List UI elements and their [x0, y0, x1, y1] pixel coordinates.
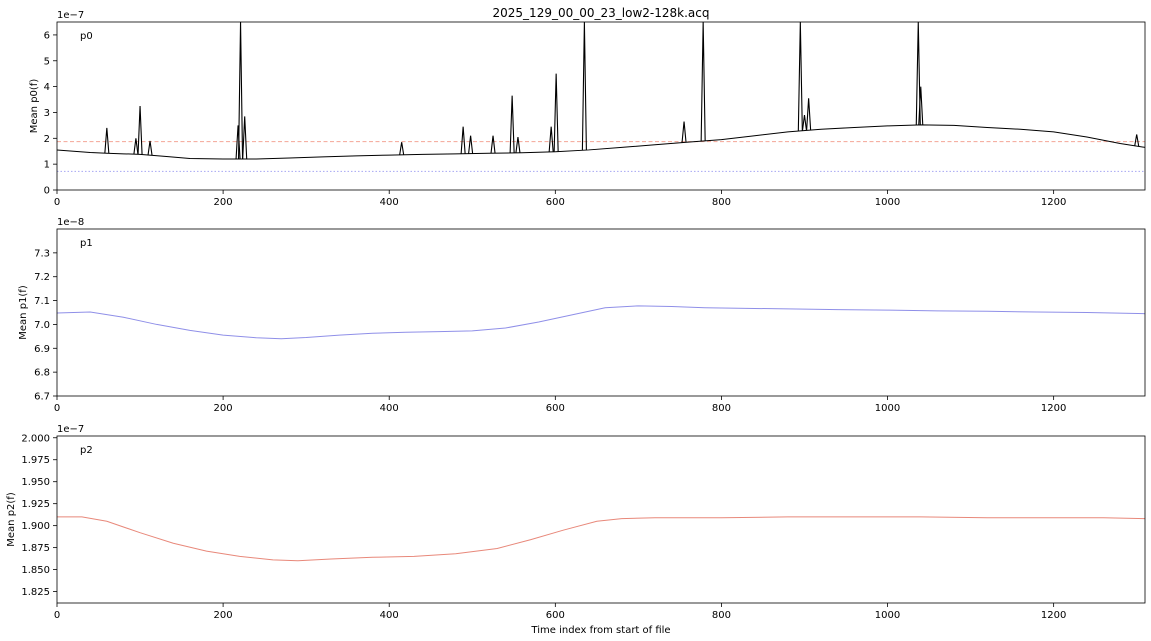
spike-point	[681, 121, 687, 143]
spike-point	[133, 138, 139, 155]
x-tick-label: 1000	[875, 197, 900, 208]
spike-point	[548, 126, 554, 152]
spike-point	[1134, 134, 1140, 147]
spike-point	[509, 95, 515, 153]
y-tick-label: 3	[44, 108, 50, 119]
chart-title: 2025_129_00_00_23_low2-128k.acq	[493, 6, 710, 20]
x-tick-label: 400	[380, 403, 399, 414]
y-tick-label: 1.975	[21, 455, 50, 466]
x-tick-label: 200	[214, 403, 233, 414]
y-axis-label: Mean p1(f)	[18, 285, 29, 340]
y-tick-label: 1.925	[21, 499, 50, 510]
y-tick-label: 5	[44, 56, 50, 67]
spike-point	[235, 125, 241, 160]
y-tick-label: 4	[44, 82, 50, 93]
spike-point	[147, 140, 153, 156]
x-tick-label: 600	[546, 403, 565, 414]
panel-1: 0 200 400 600 800 1000 1200 0 1 2 3 4 5 6 1e−7 p0 Mean p…	[29, 10, 1146, 208]
y-offset-label: 1e−7	[57, 10, 84, 21]
y-tick-label: 6.8	[34, 368, 50, 379]
y-tick-label: 1	[44, 160, 50, 171]
x-tick-label: 600	[546, 197, 565, 208]
x-tick-label: 400	[380, 610, 399, 621]
y-axis-label: Mean p2(f)	[6, 492, 17, 547]
spike-point	[399, 142, 405, 155]
y-tick-label: 6	[44, 30, 50, 41]
y-tick-label: 7.0	[34, 320, 50, 331]
x-tick-label: 800	[712, 403, 731, 414]
spike-point	[104, 127, 110, 154]
x-tick-label: 200	[214, 197, 233, 208]
spike-point	[797, 22, 803, 131]
spike-point	[242, 116, 248, 160]
y-offset-label: 1e−7	[57, 424, 84, 435]
axes-frame	[56, 228, 1146, 397]
y-tick-label: 7.2	[34, 272, 50, 283]
spike-point	[553, 73, 559, 152]
x-tick-label: 1200	[1041, 610, 1066, 621]
panel-3: 0 200 400 600 800 1000 1200 1.825 1.850 1.875 1.90…	[6, 424, 1146, 621]
y-tick-label: 1.825	[21, 587, 50, 598]
x-axis-label: Time index from start of file	[530, 625, 670, 636]
spike-point	[801, 114, 808, 131]
y-tick-label: 2	[44, 134, 50, 145]
plot-area	[57, 516, 1145, 562]
y-tick-label: 1.900	[21, 521, 50, 532]
x-tick-label: 800	[712, 610, 731, 621]
y-tick-label: 6.7	[34, 392, 50, 403]
spike-point	[490, 135, 496, 154]
panel-label: p1	[80, 238, 93, 249]
axes-frame	[56, 21, 1146, 191]
y-tick-label: 7.3	[34, 248, 50, 259]
spike-point	[468, 135, 474, 154]
panel-2: 0 200 400 600 800 1000 1200 6.7 6.8 6.9 7.0 7.1 7.2 7…	[18, 217, 1146, 414]
spike-point	[581, 22, 587, 151]
spike-point	[915, 22, 921, 125]
x-tick-label: 0	[54, 197, 60, 208]
panel-label: p2	[80, 445, 93, 456]
x-tick-label: 1200	[1041, 197, 1066, 208]
y-axis-label: Mean p0(f)	[29, 79, 40, 134]
spike-point	[515, 136, 521, 153]
y-tick-label: 2.000	[21, 433, 50, 444]
spike-point	[460, 126, 466, 154]
x-tick-label: 600	[546, 610, 565, 621]
x-tick-label: 1000	[875, 403, 900, 414]
y-tick-label: 0	[44, 186, 50, 197]
x-tick-label: 0	[54, 610, 60, 621]
plot-area	[57, 22, 1145, 172]
y-offset-label: 1e−8	[57, 217, 84, 228]
y-tick-label: 7.1	[34, 296, 50, 307]
spike-point	[700, 22, 706, 142]
x-tick-label: 1200	[1041, 403, 1066, 414]
x-tick-label: 800	[712, 197, 731, 208]
spike-point	[918, 86, 924, 125]
axes-frame	[56, 435, 1146, 604]
spike-point	[806, 98, 812, 131]
y-tick-label: 1.850	[21, 565, 50, 576]
spike-point	[237, 22, 244, 159]
y-tick-label: 1.950	[21, 477, 50, 488]
series-line-1	[57, 305, 1145, 340]
x-tick-label: 1000	[875, 610, 900, 621]
y-tick-label: 6.9	[34, 344, 50, 355]
x-tick-label: 0	[54, 403, 60, 414]
x-tick-label: 400	[380, 197, 399, 208]
plot-area	[57, 305, 1145, 340]
panel-label: p0	[80, 31, 93, 42]
series-line-1	[57, 516, 1145, 562]
x-tick-label: 200	[214, 610, 233, 621]
y-tick-label: 1.875	[21, 543, 50, 554]
spike-point	[137, 105, 143, 155]
series-line-1	[57, 124, 1145, 160]
